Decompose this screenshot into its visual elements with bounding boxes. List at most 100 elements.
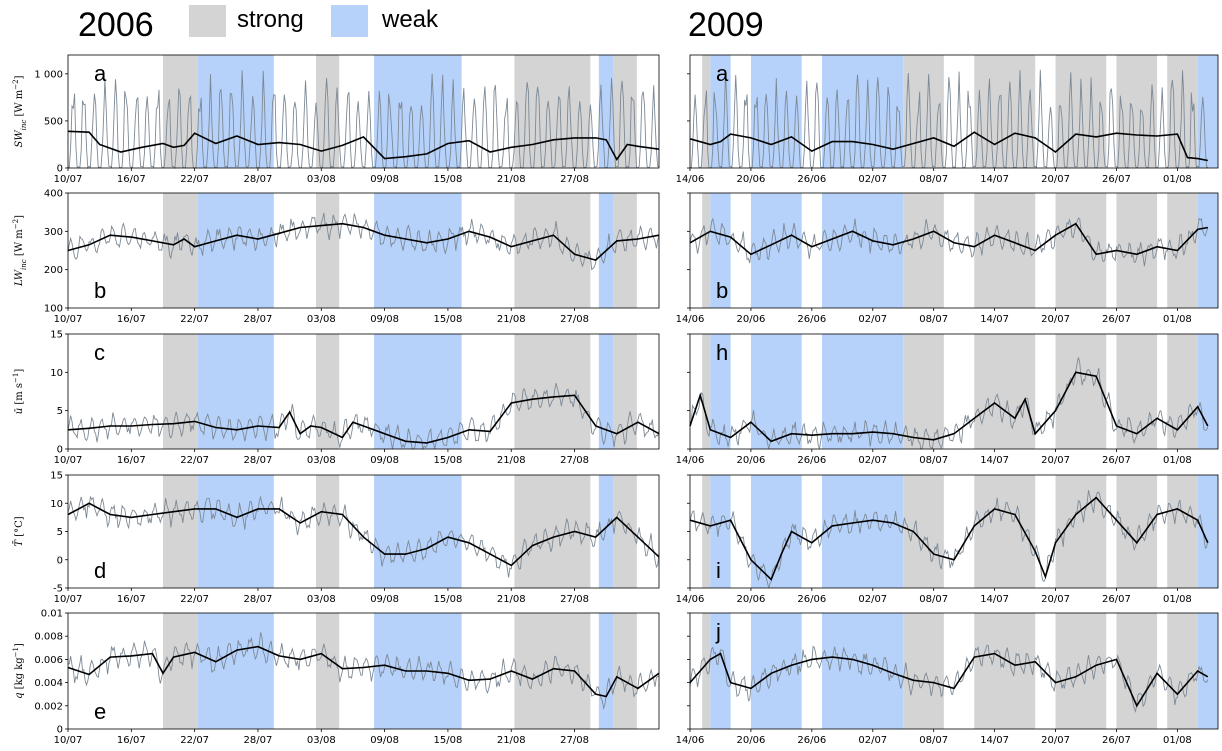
strong-period-band <box>1116 475 1158 588</box>
strong-period-band <box>974 193 1036 308</box>
x-tick-label: 10/07 <box>54 174 83 185</box>
x-tick-label: 20/06 <box>737 735 766 746</box>
y-tick-label: 15 <box>50 471 63 482</box>
strong-period-band <box>974 55 1036 168</box>
strong-period-band <box>702 334 711 449</box>
strong-period-band <box>1116 334 1158 449</box>
panel-label-lower: b <box>94 278 106 303</box>
x-tick-label: 26/07 <box>1102 174 1131 185</box>
y-tick-label: 10 <box>50 368 63 379</box>
raw-series-line <box>67 212 660 271</box>
x-tick-label: 27/08 <box>560 594 589 605</box>
x-tick-label: 15/08 <box>434 314 463 325</box>
panel-label: h <box>716 340 728 365</box>
strong-period-band <box>514 334 591 449</box>
x-tick-label: 14/07 <box>980 735 1009 746</box>
panel-2006-c: 0 5 10 15 10/07 16/07 22/07 28/07 03/08 09/08 15/0… <box>12 330 660 466</box>
strong-period-band <box>514 193 591 308</box>
weak-period-band <box>598 613 614 729</box>
x-tick-label: 03/08 <box>307 314 336 325</box>
x-tick-label: 14/07 <box>980 455 1009 466</box>
y-axis-label: SWinc [W m−2] <box>12 75 28 147</box>
strong-period-band <box>974 334 1036 449</box>
strong-period-band <box>1167 475 1198 588</box>
x-tick-label: 09/08 <box>370 594 399 605</box>
x-tick-label: 20/06 <box>737 174 766 185</box>
x-tick-label: 14/06 <box>676 314 705 325</box>
weak-period-band <box>197 475 274 588</box>
mean-series-line <box>689 371 1209 443</box>
strong-period-band <box>316 613 340 729</box>
legend-strong-label: strong <box>237 6 304 33</box>
mean-series-line <box>689 131 1208 162</box>
x-tick-label: 09/08 <box>370 455 399 466</box>
x-tick-label: 02/07 <box>858 455 887 466</box>
legend-weak-label: weak <box>381 6 439 33</box>
strong-period-band <box>613 613 637 729</box>
x-tick-label: 14/06 <box>676 735 705 746</box>
x-tick-label: 15/08 <box>434 174 463 185</box>
mean-series-line <box>689 222 1208 256</box>
raw-series-line <box>689 644 1209 714</box>
mean-series-line <box>67 645 660 698</box>
x-tick-label: 26/06 <box>797 314 826 325</box>
y-tick-label: 0.004 <box>34 678 63 689</box>
x-tick-label: 28/07 <box>244 314 273 325</box>
y-tick-label: 0.006 <box>34 655 63 666</box>
x-tick-label: 20/07 <box>1041 174 1070 185</box>
x-tick-label: 16/07 <box>117 594 146 605</box>
x-tick-label: 28/07 <box>244 174 273 185</box>
x-tick-label: 08/07 <box>919 594 948 605</box>
x-tick-label: 02/07 <box>858 735 887 746</box>
panel-2009-b: 14/06 20/06 26/06 02/07 08/07 14/07 20/07 26/07… <box>676 192 1219 325</box>
x-tick-label: 09/08 <box>370 314 399 325</box>
y-tick-label: 10 <box>50 499 63 510</box>
weak-period-band <box>598 334 614 449</box>
weak-period-band <box>822 475 904 588</box>
panel-label-lower: e <box>94 699 106 724</box>
x-tick-label: 14/07 <box>980 314 1009 325</box>
x-tick-label: 22/07 <box>180 455 209 466</box>
y-axis-label: T̄ [°C] <box>13 516 25 546</box>
x-tick-label: 14/07 <box>980 174 1009 185</box>
x-tick-label: 16/07 <box>117 174 146 185</box>
x-tick-label: 01/08 <box>1163 314 1192 325</box>
panel-2009-i: 14/06 20/06 26/06 02/07 08/07 14/07 20/07 26/07… <box>676 474 1219 605</box>
x-tick-label: 26/07 <box>1102 735 1131 746</box>
weak-period-band <box>750 334 802 449</box>
strong-period-band <box>974 613 1036 729</box>
x-tick-label: 10/07 <box>54 455 83 466</box>
y-axis-label: ū [m s−1] <box>12 369 25 415</box>
weak-period-band <box>197 55 274 168</box>
y-tick-label: 1 000 <box>34 69 63 80</box>
x-tick-label: 20/06 <box>737 455 766 466</box>
x-tick-label: 27/08 <box>560 735 589 746</box>
x-tick-label: 10/07 <box>54 594 83 605</box>
panel-label: c <box>94 340 105 365</box>
x-tick-label: 27/08 <box>560 455 589 466</box>
weak-period-band <box>710 193 731 308</box>
y-axis-label: q [kg kg−1] <box>12 643 25 699</box>
strong-period-band <box>903 613 944 729</box>
weak-period-band <box>710 613 731 729</box>
raw-series-line <box>67 70 660 170</box>
x-tick-label: 10/07 <box>54 314 83 325</box>
raw-series-line <box>689 357 1209 450</box>
panel-label: j <box>715 619 721 644</box>
strong-period-band <box>1055 334 1107 449</box>
x-tick-label: 22/07 <box>180 594 209 605</box>
panel-label-lower: i <box>716 558 721 583</box>
x-tick-label: 03/08 <box>307 455 336 466</box>
x-tick-label: 02/07 <box>858 314 887 325</box>
weak-period-band <box>1197 334 1218 449</box>
x-tick-label: 14/06 <box>676 594 705 605</box>
x-tick-label: 26/06 <box>797 455 826 466</box>
panel-label: a <box>94 61 107 86</box>
weak-period-band <box>822 193 904 308</box>
x-tick-label: 21/08 <box>497 314 526 325</box>
strong-period-band <box>316 475 340 588</box>
x-tick-label: 15/08 <box>434 455 463 466</box>
strong-period-band <box>316 55 340 168</box>
weak-period-band <box>374 55 462 168</box>
x-tick-label: 21/08 <box>497 735 526 746</box>
